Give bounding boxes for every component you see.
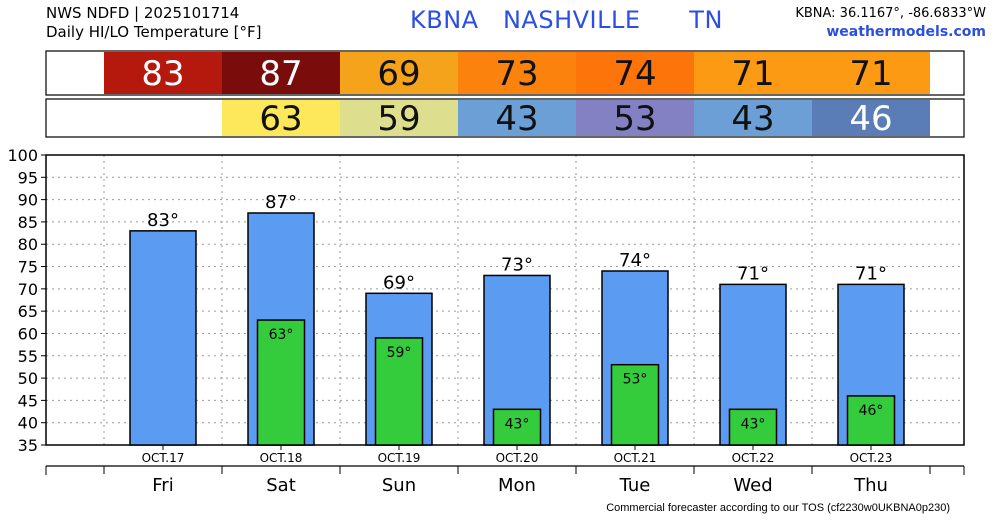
y-tick-label: 75 <box>18 258 38 277</box>
lo-cell <box>340 100 458 136</box>
x-date-label: OCT.23 <box>850 451 893 465</box>
x-day-label: Sun <box>382 475 416 496</box>
x-day-label: Fri <box>152 475 173 496</box>
hi-bar-label: 87° <box>265 192 297 213</box>
y-tick-label: 50 <box>18 369 38 388</box>
hi-cell <box>458 52 576 94</box>
lo-bar <box>256 319 306 446</box>
hi-cell-value: 74 <box>613 54 656 94</box>
hi-cell-value: 83 <box>141 54 184 94</box>
lo-cell <box>694 100 812 136</box>
x-date-label: OCT.19 <box>378 451 421 465</box>
lo-bar-label: 43° <box>505 416 530 432</box>
lo-cell-value: 63 <box>259 99 302 139</box>
x-day-label: Thu <box>853 475 888 496</box>
hi-bar-label: 73° <box>501 254 533 275</box>
lo-bar-label: 63° <box>269 327 294 343</box>
lo-cell <box>458 100 576 136</box>
y-tick-label: 70 <box>18 280 38 299</box>
lo-cell-value: 43 <box>731 99 774 139</box>
hi-cell <box>694 52 812 94</box>
hi-bar-label: 74° <box>619 250 651 271</box>
lo-cell-value: 53 <box>613 99 656 139</box>
x-date-label: OCT.20 <box>496 451 539 465</box>
hi-cell-value: 69 <box>377 54 420 94</box>
y-tick-label: 85 <box>18 213 38 232</box>
hi-bar-label: 71° <box>737 263 769 284</box>
lo-bar-label: 46° <box>859 403 884 419</box>
y-tick-label: 65 <box>18 302 38 321</box>
hi-bar-label: 83° <box>147 210 179 231</box>
lo-bar <box>492 408 542 446</box>
hi-cell <box>576 52 694 94</box>
chart-subtitle: Daily HI/LO Temperature [°F] <box>46 23 262 41</box>
x-date-label: OCT.17 <box>142 451 185 465</box>
hi-cell <box>222 52 340 94</box>
model-run-label: NWS NDFD | 2025101714 <box>46 4 240 22</box>
lo-bar <box>610 363 660 446</box>
y-tick-label: 45 <box>18 391 38 410</box>
hi-cell-value: 71 <box>849 54 892 94</box>
y-tick-label: 95 <box>18 168 38 187</box>
hi-cell-value: 71 <box>731 54 774 94</box>
y-tick-label: 100 <box>7 146 38 165</box>
hi-bar-label: 71° <box>855 263 887 284</box>
site-link[interactable]: weathermodels.com <box>826 24 986 40</box>
hi-cell-value: 73 <box>495 54 538 94</box>
y-tick-label: 40 <box>18 414 38 433</box>
y-tick-label: 80 <box>18 235 38 254</box>
lo-cell-value: 59 <box>377 99 420 139</box>
x-day-label: Sat <box>266 475 296 496</box>
hi-bar-label: 69° <box>383 272 415 293</box>
lo-bar-label: 43° <box>741 416 766 432</box>
x-day-label: Mon <box>498 475 536 496</box>
x-date-label: OCT.21 <box>614 451 657 465</box>
hi-cell <box>812 52 930 94</box>
y-tick-label: 90 <box>18 191 38 210</box>
chart-header: NWS NDFD | 2025101714 Daily HI/LO Temper… <box>46 4 262 42</box>
y-tick-label: 60 <box>18 324 38 343</box>
hi-cell-value: 87 <box>259 54 302 94</box>
lo-cell <box>812 100 930 136</box>
lo-cell <box>576 100 694 136</box>
y-tick-label: 55 <box>18 347 38 366</box>
lo-bar-label: 59° <box>387 345 412 361</box>
lo-bar <box>728 408 778 446</box>
hi-cell <box>340 52 458 94</box>
station-title: KBNA NASHVILLE TN <box>410 6 723 34</box>
lo-cell-value: 43 <box>495 99 538 139</box>
lo-bar-label: 53° <box>623 372 648 388</box>
hi-bar <box>129 230 197 446</box>
x-day-label: Wed <box>733 475 772 496</box>
footer-note: Commercial forecaster according to our T… <box>606 502 950 514</box>
station-coordinates: KBNA: 36.1167°, -86.6833°W <box>795 6 986 21</box>
x-date-label: OCT.22 <box>732 451 775 465</box>
lo-cell <box>222 100 340 136</box>
hi-cell <box>104 52 222 94</box>
x-date-label: OCT.18 <box>260 451 303 465</box>
lo-cell-value: 46 <box>849 99 892 139</box>
x-day-label: Tue <box>619 475 651 496</box>
y-tick-label: 35 <box>18 436 38 455</box>
